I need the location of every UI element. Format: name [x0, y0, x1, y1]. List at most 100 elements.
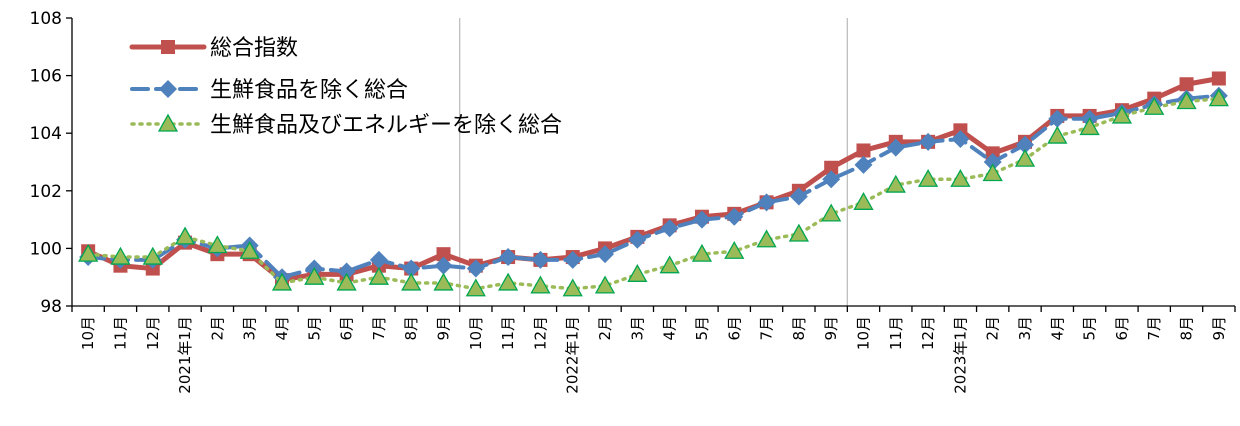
- series-line: [86, 96, 1221, 291]
- data-point: [1208, 88, 1229, 107]
- x-tick-label: 11月: [499, 316, 517, 350]
- year-separator-lines: [459, 18, 848, 306]
- x-tick-label: 8月: [790, 316, 808, 341]
- x-tick-label: 4月: [273, 316, 291, 341]
- data-point: [757, 193, 776, 212]
- data-point: [660, 219, 679, 238]
- data-point: [950, 168, 971, 187]
- x-tick-label: 9月: [435, 316, 453, 341]
- x-tick-label: 6月: [725, 316, 743, 341]
- x-tick-label: 2023年1月: [951, 316, 969, 394]
- x-tick-label: 3月: [241, 316, 259, 341]
- data-point: [983, 153, 1002, 171]
- data-point: [1176, 91, 1197, 110]
- x-tick-label: 3月: [628, 316, 646, 341]
- legend-item-3: 生鮮食品及びエネルギーを除く総合: [130, 113, 562, 138]
- data-point: [821, 203, 842, 222]
- y-tick-label: 106: [30, 67, 62, 87]
- y-tick-label: 102: [30, 182, 62, 202]
- x-tick-label: 12月: [919, 316, 937, 350]
- data-point: [1047, 125, 1068, 144]
- x-tick-label: 7月: [758, 316, 776, 341]
- x-tick-label: 3月: [1016, 316, 1034, 341]
- data-point: [596, 245, 615, 264]
- x-tick-label: 12月: [531, 316, 549, 350]
- x-tick-label: 4月: [1048, 316, 1066, 341]
- x-tick-label: 6月: [338, 316, 356, 341]
- data-point: [207, 235, 228, 254]
- data-point: [789, 187, 808, 206]
- data-point: [659, 255, 680, 274]
- data-point: [856, 143, 871, 158]
- legend-label: 生鮮食品を除く総合: [210, 78, 408, 103]
- series-line: [86, 93, 1221, 280]
- data-point: [401, 272, 422, 291]
- data-point: [854, 155, 873, 174]
- data-point: [628, 230, 647, 249]
- data-point: [824, 160, 839, 175]
- data-point: [369, 250, 388, 269]
- data-point: [142, 246, 163, 265]
- data-point: [917, 168, 939, 187]
- data-point: [562, 278, 583, 297]
- data-point: [78, 243, 99, 262]
- data-point: [271, 272, 293, 291]
- x-tick-label: 8月: [1178, 316, 1196, 341]
- data-point: [434, 256, 453, 275]
- y-tick-label: 108: [30, 9, 62, 29]
- data-point: [919, 132, 938, 151]
- data-point: [466, 259, 485, 278]
- data-point: [368, 266, 390, 285]
- data-point: [1048, 109, 1067, 128]
- data-point: [627, 263, 648, 282]
- data-point: [1016, 135, 1035, 154]
- x-tick-label: 10月: [79, 316, 97, 350]
- legend-item-2: 生鮮食品を除く総合: [130, 78, 408, 103]
- data-point: [563, 250, 582, 269]
- data-point: [1111, 105, 1133, 124]
- legend-label: 総合指数: [210, 36, 298, 61]
- series-2: [79, 86, 1228, 287]
- x-tick-label: 5月: [305, 316, 323, 341]
- data-point: [822, 170, 841, 189]
- data-point: [594, 275, 616, 294]
- x-tick-label: 2月: [984, 316, 1002, 341]
- x-tick-label: 12月: [144, 316, 162, 350]
- data-point: [886, 138, 905, 157]
- data-point: [692, 210, 711, 229]
- x-tick-label: 2月: [208, 316, 226, 341]
- data-point: [756, 229, 777, 248]
- data-point: [498, 272, 519, 291]
- y-tick-label: 100: [30, 239, 62, 259]
- data-point: [1144, 96, 1165, 115]
- data-point: [239, 240, 260, 259]
- x-tick-label: 2022年1月: [564, 316, 582, 394]
- legend-marker: [159, 80, 177, 98]
- y-tick-label: 98: [40, 297, 62, 317]
- y-axis-ticks: 98 100 102 104 106 108: [30, 9, 72, 317]
- y-tick-label: 104: [30, 124, 62, 144]
- data-point: [110, 246, 131, 265]
- data-point: [433, 272, 454, 291]
- x-tick-label: 10月: [854, 316, 872, 350]
- x-tick-label: 2021年1月: [176, 316, 194, 394]
- series-3: [78, 88, 1229, 297]
- x-tick-label: 7月: [370, 316, 388, 341]
- x-tick-label: 6月: [1113, 316, 1131, 341]
- data-point: [336, 272, 357, 291]
- data-point: [788, 223, 809, 242]
- x-tick-label: 9月: [1210, 316, 1228, 341]
- data-point: [982, 163, 1003, 182]
- legend-label: 生鮮食品及びエネルギーを除く総合: [210, 113, 562, 138]
- data-point: [1179, 77, 1194, 92]
- data-point: [724, 240, 745, 259]
- x-tick-label: 11月: [887, 316, 905, 350]
- data-point: [304, 266, 325, 285]
- x-tick-label: 5月: [693, 316, 711, 341]
- x-tick-label: 5月: [1081, 316, 1099, 341]
- data-point: [436, 247, 451, 262]
- legend-marker: [157, 113, 179, 132]
- data-point: [951, 129, 970, 148]
